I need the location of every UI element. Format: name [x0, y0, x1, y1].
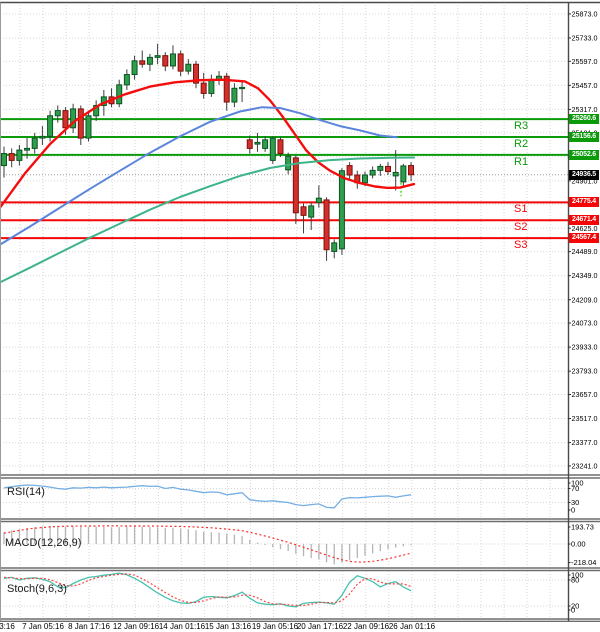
- price-tick-label: 25181.0: [572, 128, 598, 137]
- price-tick-label: 24349.0: [572, 271, 598, 280]
- price-tick-label: 24765.0: [572, 200, 598, 209]
- rsi-scale-label: 100: [571, 479, 584, 488]
- stoch-d-line: [3, 573, 412, 607]
- price-tick-label: 23241.0: [572, 462, 598, 471]
- price-tick-label: 23793.0: [572, 367, 598, 376]
- price-tick-label: 23657.0: [572, 390, 598, 399]
- ma-blue: [0, 106, 398, 246]
- stoch-k-line: [3, 572, 412, 608]
- ma-layer: [0, 78, 416, 284]
- time-tick-label: 3:16: [0, 622, 15, 631]
- time-tick-label: 15 Jan 13:16: [205, 622, 252, 631]
- stoch-scale-label: 80: [571, 576, 579, 585]
- main-panel: [0, 43, 568, 284]
- price-tick-label: 23933.0: [572, 343, 598, 352]
- price-tick-label: 23377.0: [572, 438, 598, 447]
- ma-red: [0, 78, 416, 209]
- macd-scale-label: 0.00: [571, 540, 586, 549]
- rsi-scale-label: 70: [571, 484, 579, 493]
- price-tick-label: 24901.0: [572, 176, 598, 185]
- time-tick-label: 14 Jan 01:16: [159, 622, 206, 631]
- price-tick-label: 25041.0: [572, 152, 598, 161]
- price-tick-label: 24073.0: [572, 319, 598, 328]
- price-tick-label: 23517.0: [572, 414, 598, 423]
- price-tick-label: 24489.0: [572, 247, 598, 256]
- macd-signal-line: [3, 525, 412, 563]
- time-tick-label: 19 Jan 05:16: [252, 622, 299, 631]
- rsi-panel: [0, 484, 568, 509]
- price-tick-label: 25597.0: [572, 57, 598, 66]
- price-tick-label: 25733.0: [572, 34, 598, 43]
- time-tick-label: 26 Jan 01:16: [389, 622, 436, 631]
- price-axis: 25873.0 25733.0 25597.0 25457.0 25317.0 25181…: [568, 10, 598, 471]
- macd-scale: 193.73 0.00 -218.04: [568, 523, 596, 567]
- price-tick-label: 25457.0: [572, 81, 598, 90]
- stoch-panel: [0, 572, 568, 608]
- stoch-scale-label: 100: [571, 571, 584, 580]
- rsi-scale-label: 30: [571, 498, 579, 507]
- macd-histogram: [3, 525, 412, 565]
- time-tick-label: 7 Jan 05:16: [22, 622, 64, 631]
- macd-scale-label: -218.04: [571, 558, 596, 567]
- price-tick-label: 24209.0: [572, 295, 598, 304]
- time-tick-label: 22 Jan 09:16: [343, 622, 390, 631]
- time-tick-label: 20 Jan 17:16: [297, 622, 344, 631]
- stoch-scale-label: 0: [571, 606, 575, 615]
- time-axis: 3:16 7 Jan 05:16 8 Jan 17:16 12 Jan 09:16 14…: [0, 622, 436, 631]
- price-tick-label: 24625.0: [572, 224, 598, 233]
- time-tick-label: 8 Jan 17:16: [68, 622, 110, 631]
- macd-panel: [0, 525, 568, 565]
- ma-green: [0, 156, 415, 284]
- candles-layer: [1, 43, 415, 261]
- time-tick-label: 12 Jan 09:16: [113, 622, 160, 631]
- price-tick-label: 25873.0: [572, 10, 598, 19]
- price-tick-label: 25317.0: [572, 105, 598, 114]
- rsi-scale-label: 0: [571, 506, 575, 515]
- stoch-scale-label: 20: [571, 602, 579, 611]
- rsi-line: [3, 484, 412, 509]
- macd-scale-label: 193.73: [571, 523, 594, 532]
